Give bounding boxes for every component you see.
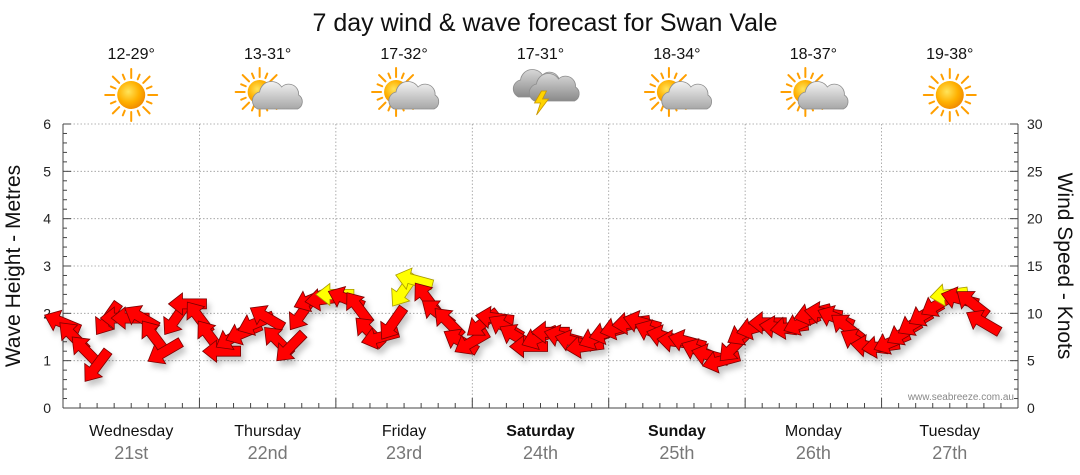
temperature-range: 17-32° <box>380 46 427 63</box>
temperature-range: 13-31° <box>244 46 291 63</box>
wind-arrow <box>276 329 308 362</box>
partly-cloudy-icon <box>780 67 849 117</box>
wind-arrows <box>43 267 1003 382</box>
date-label: 23rd <box>386 443 422 463</box>
partly-cloudy-icon <box>234 67 303 117</box>
left-tick-label: 3 <box>43 258 51 274</box>
right-tick-label: 30 <box>1027 116 1043 132</box>
wind-arrow <box>147 337 184 365</box>
gridlines <box>63 123 1018 408</box>
date-label: 22nd <box>248 443 288 463</box>
partly-cloudy-icon <box>643 67 712 117</box>
storm-icon <box>512 69 580 116</box>
date-label: 21st <box>114 443 148 463</box>
date-label: 24th <box>523 443 558 463</box>
chart-title: 7 day wind & wave forecast for Swan Vale <box>312 9 777 37</box>
day-label: Tuesday <box>919 423 980 440</box>
y-axis-label-right: Wind Speed - Knots <box>1053 173 1076 360</box>
day-label: Friday <box>382 423 426 440</box>
day-label: Thursday <box>234 423 301 440</box>
wind-arrow <box>249 305 287 333</box>
wind-arrow <box>966 309 1003 337</box>
forecast-summary-row: 12-29° 13-31° 17-32° 17-31° 18-34° 18-37° 19-3… <box>104 46 977 122</box>
left-tick-label: 0 <box>43 400 51 416</box>
left-tick-label: 5 <box>43 163 51 179</box>
wind-arrow <box>201 339 242 364</box>
temperature-range: 18-37° <box>790 46 837 63</box>
day-label: Wednesday <box>89 423 173 440</box>
right-tick-label: 15 <box>1027 258 1043 274</box>
left-tick-label: 4 <box>43 211 51 227</box>
x-axis-labels: Wednesday 21st Thursday 22nd Friday 23rd Satur… <box>89 423 980 463</box>
credit-text: www.seabreeze.com.au <box>907 392 1014 403</box>
right-tick-label: 25 <box>1027 163 1043 179</box>
right-tick-label: 0 <box>1027 400 1035 416</box>
day-label: Saturday <box>506 423 575 440</box>
temperature-range: 17-31° <box>517 46 564 63</box>
partly-cloudy-icon <box>371 67 440 117</box>
y-axis-label-left: Wave Height - Metres <box>2 165 25 367</box>
minor-ticks <box>62 123 1019 409</box>
day-label: Sunday <box>648 423 706 440</box>
right-tick-label: 10 <box>1027 305 1043 321</box>
right-tick-label: 5 <box>1027 353 1035 369</box>
date-label: 27th <box>932 443 967 463</box>
temperature-range: 19-38° <box>926 46 973 63</box>
right-tick-label: 20 <box>1027 211 1043 227</box>
left-tick-label: 2 <box>43 305 51 321</box>
sunny-icon <box>922 68 977 122</box>
wind-arrow <box>395 267 435 291</box>
temperature-range: 18-34° <box>653 46 700 63</box>
left-tick-label: 6 <box>43 116 51 132</box>
date-label: 25th <box>659 443 694 463</box>
wind-arrow <box>84 347 113 382</box>
wind-arrow <box>380 304 409 340</box>
plot-area <box>62 123 1019 409</box>
sunny-icon <box>104 68 159 122</box>
date-label: 26th <box>796 443 831 463</box>
day-label: Monday <box>785 423 842 440</box>
right-axis-ticks: 0 5 10 15 20 25 30 <box>1027 116 1043 416</box>
left-tick-label: 1 <box>43 353 51 369</box>
left-axis-ticks: 0 1 2 3 4 5 6 <box>43 116 51 416</box>
temperature-range: 12-29° <box>108 46 155 63</box>
